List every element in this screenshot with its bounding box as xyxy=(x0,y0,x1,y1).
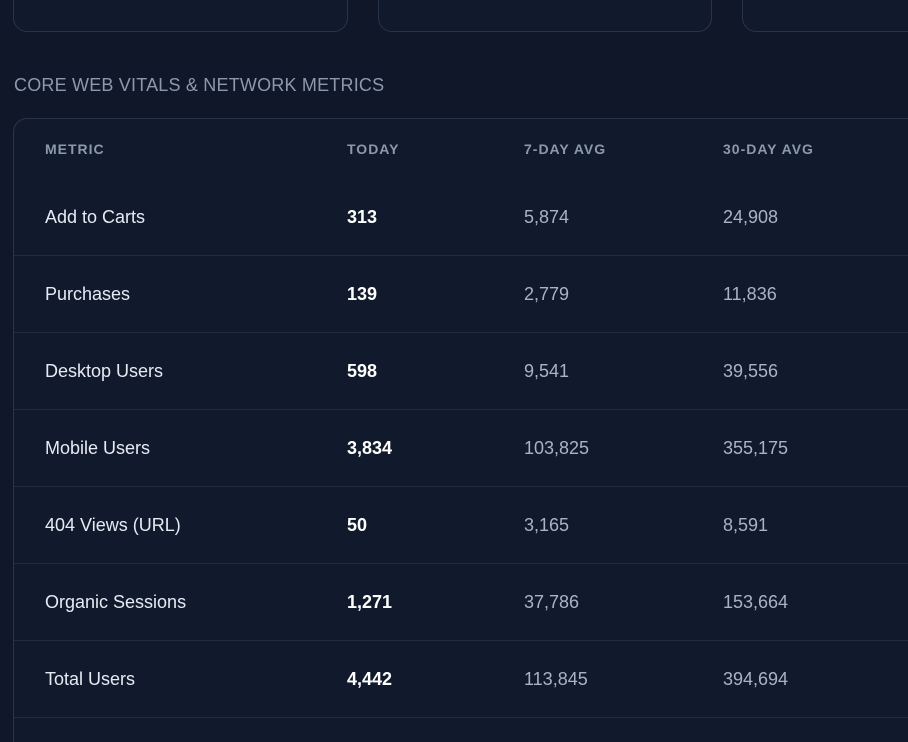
thirty-day-avg-value: 355,175 xyxy=(723,438,789,458)
table-row[interactable]: Add to Carts 313 5,874 24,908 xyxy=(14,179,908,256)
today-value: 598 xyxy=(347,361,378,381)
seven-day-avg-value: 9,541 xyxy=(524,361,570,381)
seven-day-avg-value: 2,779 xyxy=(524,284,570,304)
seven-day-avg-value: 3,165 xyxy=(524,515,570,535)
summary-card-3[interactable] xyxy=(742,0,908,32)
summary-card-1[interactable] xyxy=(13,0,348,32)
thirty-day-avg-value: 394,694 xyxy=(723,669,789,689)
thirty-day-avg-value: 8,591 xyxy=(723,515,769,535)
column-header-30-day-avg[interactable]: 30-DAY AVG xyxy=(723,141,814,157)
seven-day-avg-value: 5,874 xyxy=(524,207,570,227)
today-value: 313 xyxy=(347,207,378,227)
summary-card-2[interactable] xyxy=(378,0,712,32)
table-row[interactable]: Organic Sessions 1,271 37,786 153,664 xyxy=(14,564,908,641)
section-title: CORE WEB VITALS & NETWORK METRICS xyxy=(14,75,385,95)
metric-name: Organic Sessions xyxy=(45,592,187,612)
thirty-day-avg-value: 153,664 xyxy=(723,592,789,612)
thirty-day-avg-value: 11,836 xyxy=(723,284,777,304)
today-value: 1,271 xyxy=(347,592,393,612)
metric-name: Total Users xyxy=(45,669,136,689)
seven-day-avg-value: 37,786 xyxy=(524,592,580,612)
seven-day-avg-value: 103,825 xyxy=(524,438,590,458)
today-value: 50 xyxy=(347,515,368,535)
thirty-day-avg-value: 39,556 xyxy=(723,361,779,381)
today-value: 4,442 xyxy=(347,669,393,689)
metric-name: Purchases xyxy=(45,284,131,304)
metric-name: Desktop Users xyxy=(45,361,164,381)
column-header-today[interactable]: TODAY xyxy=(347,141,400,157)
today-value: 139 xyxy=(347,284,378,304)
seven-day-avg-value: 113,845 xyxy=(524,669,588,689)
metrics-table: METRIC TODAY 7-DAY AVG 30-DAY AVG Add to… xyxy=(13,118,908,742)
table-row[interactable]: Desktop Users 598 9,541 39,556 xyxy=(14,333,908,410)
metric-name: Add to Carts xyxy=(45,207,146,227)
table-row[interactable]: Purchases 139 2,779 11,836 xyxy=(14,256,908,333)
table-row[interactable]: Mobile Users 3,834 103,825 355,175 xyxy=(14,410,908,487)
column-header-7-day-avg[interactable]: 7-DAY AVG xyxy=(524,141,607,157)
table-row[interactable]: 404 Views (URL) 50 3,165 8,591 xyxy=(14,487,908,564)
table-header: METRIC TODAY 7-DAY AVG 30-DAY AVG xyxy=(14,119,908,181)
thirty-day-avg-value: 24,908 xyxy=(723,207,779,227)
column-header-metric[interactable]: METRIC xyxy=(45,141,105,157)
table-row[interactable]: Total Users 4,442 113,845 394,694 xyxy=(14,641,908,718)
metric-name: 404 Views (URL) xyxy=(45,515,181,535)
metric-name: Mobile Users xyxy=(45,438,151,458)
today-value: 3,834 xyxy=(347,438,393,458)
